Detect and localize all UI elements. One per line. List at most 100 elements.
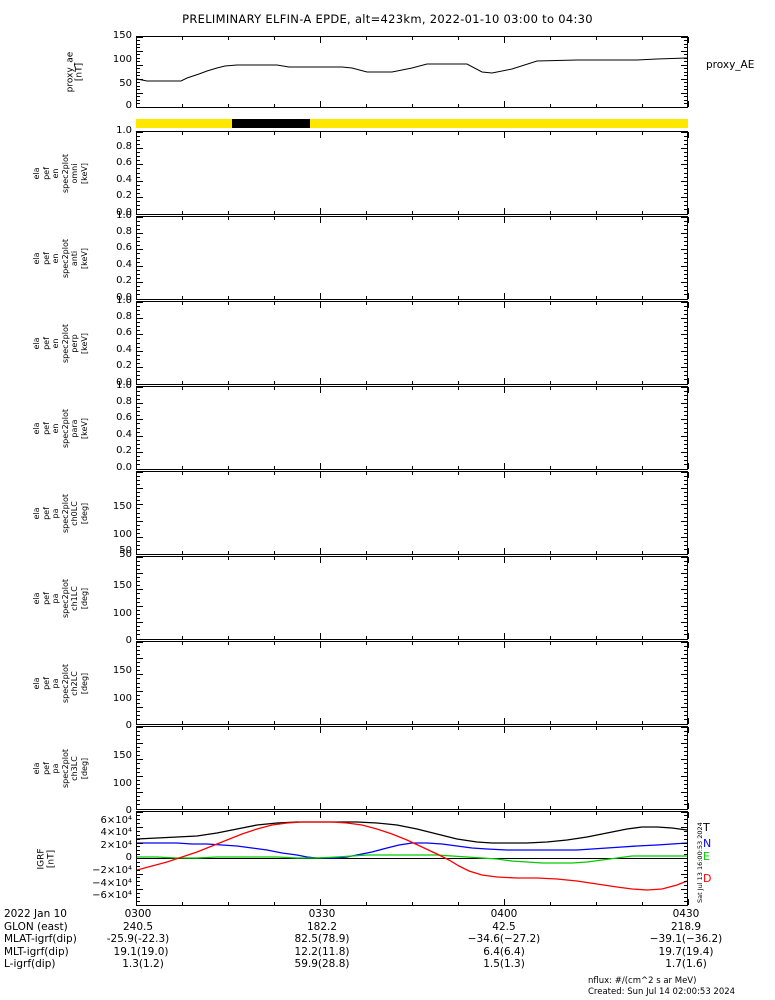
ylabel-line: pa (50, 593, 60, 603)
panel-en-omni (136, 131, 688, 215)
ylabel-line: pef (41, 676, 50, 690)
ytick-label: 0.6 (116, 242, 132, 253)
panel-en-para (136, 386, 688, 470)
ytick-label: 0.4 (116, 344, 132, 355)
ylabel-line: [deg] (79, 502, 88, 524)
ylabel-line: pef (41, 506, 50, 520)
ylabel-line: anti (69, 250, 79, 266)
ytick-label: 0 (125, 720, 132, 731)
ytick-label: 0.0 (116, 377, 132, 388)
ylabel-line: ela (31, 591, 41, 605)
page-title: PRELIMINARY ELFIN-A EPDE, alt=423km, 202… (182, 12, 593, 26)
ylabel-line: spec2plot (60, 323, 69, 363)
ytick-label: 0.0 (116, 207, 132, 218)
ytick-label: 100 (112, 693, 132, 704)
ephemeris-table: 2022 Jan 10 0300 0330 0400 0430 GLON (ea… (4, 908, 774, 971)
cell-time-0330: 0330 (308, 908, 336, 920)
ytick-label: −4×10⁴ (92, 878, 132, 889)
panel-pa-ch2lc-ylabel: ela pef pa spec2plot ch2LC [deg] (30, 641, 90, 725)
ytick-label: 0.8 (116, 226, 132, 237)
ytick-label: 0.4 (116, 259, 132, 270)
table-row: L-igrf(dip) 1.3(1.2) 59.9(28.8) 1.5(1.3)… (4, 958, 774, 971)
row-label-glon: GLON (east) (4, 920, 68, 933)
igrf-trace-D (137, 821, 687, 891)
ytick-label: 1.0 (116, 125, 132, 136)
table-row: MLT-igrf(dip) 19.1(19.0) 12.2(11.8) 6.4(… (4, 946, 774, 959)
ytick-label: 0 (125, 635, 132, 646)
ylabel-line: [keV] (79, 162, 88, 184)
ytick-label: 50 (119, 78, 132, 89)
ylabel-line: spec2plot (60, 408, 69, 448)
ylabel-line: en (50, 168, 60, 178)
panel-en-perp (136, 301, 688, 385)
ylabel-line: pa (50, 763, 60, 773)
cell-mlt-0400: 6.4(6.4) (483, 945, 525, 958)
cell-mlat-0300: -25.9(-22.3) (106, 933, 170, 946)
ytick-label: −6×10⁴ (92, 890, 132, 901)
ytick-label: 1.0 (116, 380, 132, 391)
ytick-label: 0.4 (116, 174, 132, 185)
cell-time-0430: 0430 (672, 908, 700, 920)
ytick-label: 0.2 (116, 445, 132, 456)
ylabel-line: ch1LC (69, 585, 79, 611)
ylabel-line: en (50, 338, 60, 348)
ylabel-line: spec2plot (60, 493, 69, 533)
table-row: GLON (east) 240.5 182.2 42.5 218.9 (4, 921, 774, 934)
ylabel-line: ela (31, 251, 41, 265)
ylabel-line: perp (69, 333, 79, 353)
proxy-ae-right-label: proxy_AE (706, 59, 755, 71)
cell-mlat-0330: 82.5(78.9) (294, 933, 350, 946)
ylabel-line: pef (41, 421, 50, 435)
ylabel-line: [keV] (79, 247, 88, 269)
panel-igrf-ylabel: IGRF [nT] (34, 811, 60, 906)
ytick-label: 150 (112, 665, 132, 676)
igrf-legend-D: D (703, 872, 712, 885)
ytick-label: 0.8 (116, 396, 132, 407)
ylabel-line: en (50, 423, 60, 433)
ytick-label: 0.0 (116, 462, 132, 473)
ylabel-line: [keV] (79, 417, 88, 439)
ytick-label: 0.8 (116, 141, 132, 152)
ylabel-line: ch3LC (69, 755, 79, 781)
ylabel-line: ela (31, 421, 41, 435)
ytick-label: 0 (125, 805, 132, 816)
panel-pa-ch1lc (136, 556, 688, 640)
ytick-label: 150 (112, 580, 132, 591)
table-row: 2022 Jan 10 0300 0330 0400 0430 (4, 908, 774, 921)
ylabel-line: [deg] (79, 587, 88, 609)
row-label-mlat: MLAT-igrf(dip) (4, 933, 77, 946)
ytick-label: 2×10⁴ (100, 840, 132, 851)
panel-proxy-ae (136, 36, 688, 108)
igrf-trace-T (137, 821, 687, 844)
cell-mlt-0430: 19.7(19.4) (658, 945, 714, 958)
cell-l-0300: 1.3(1.2) (122, 958, 164, 971)
ytick-label: 0.0 (116, 292, 132, 303)
ylabel-line: ela (31, 166, 41, 180)
ylabel-line: en (50, 253, 60, 263)
panel-pa-ch0lc (136, 471, 688, 555)
ylabel-line: omni (69, 163, 79, 183)
ylabel-line: spec2plot (60, 748, 69, 788)
panel-en-anti-ylabel: ela pef en spec2plot anti [keV] (30, 216, 90, 300)
ylabel-line: ela (31, 676, 41, 690)
row-label-date: 2022 Jan 10 (4, 908, 67, 920)
cell-mlat-0400: −34.6(−27.2) (467, 933, 541, 946)
igrf-traces (137, 821, 687, 891)
ytick-label: 0 (125, 100, 132, 111)
ytick-label: 4×10⁴ (100, 827, 132, 838)
ytick-label: 150 (112, 501, 132, 512)
ytick-label: 0.2 (116, 360, 132, 371)
cell-time-0400: 0400 (490, 908, 518, 920)
ytick-label: 0.6 (116, 327, 132, 338)
igrf-side-timestamp: Sat Jul 13 16:00:53 2024 (696, 822, 704, 903)
footer-created: Created: Sun Jul 14 02:00:53 2024 (588, 986, 736, 997)
igrf-legend-T: T (703, 821, 710, 834)
cell-glon-0330: 182.2 (306, 920, 338, 933)
ytick-label: 50 (119, 549, 132, 560)
cell-glon-0430: 218.9 (670, 920, 702, 933)
ylabel-line: pef (41, 761, 50, 775)
panel-en-anti (136, 216, 688, 300)
ylabel-line: IGRF (37, 847, 47, 870)
cell-l-0330: 59.9(28.8) (294, 958, 350, 971)
